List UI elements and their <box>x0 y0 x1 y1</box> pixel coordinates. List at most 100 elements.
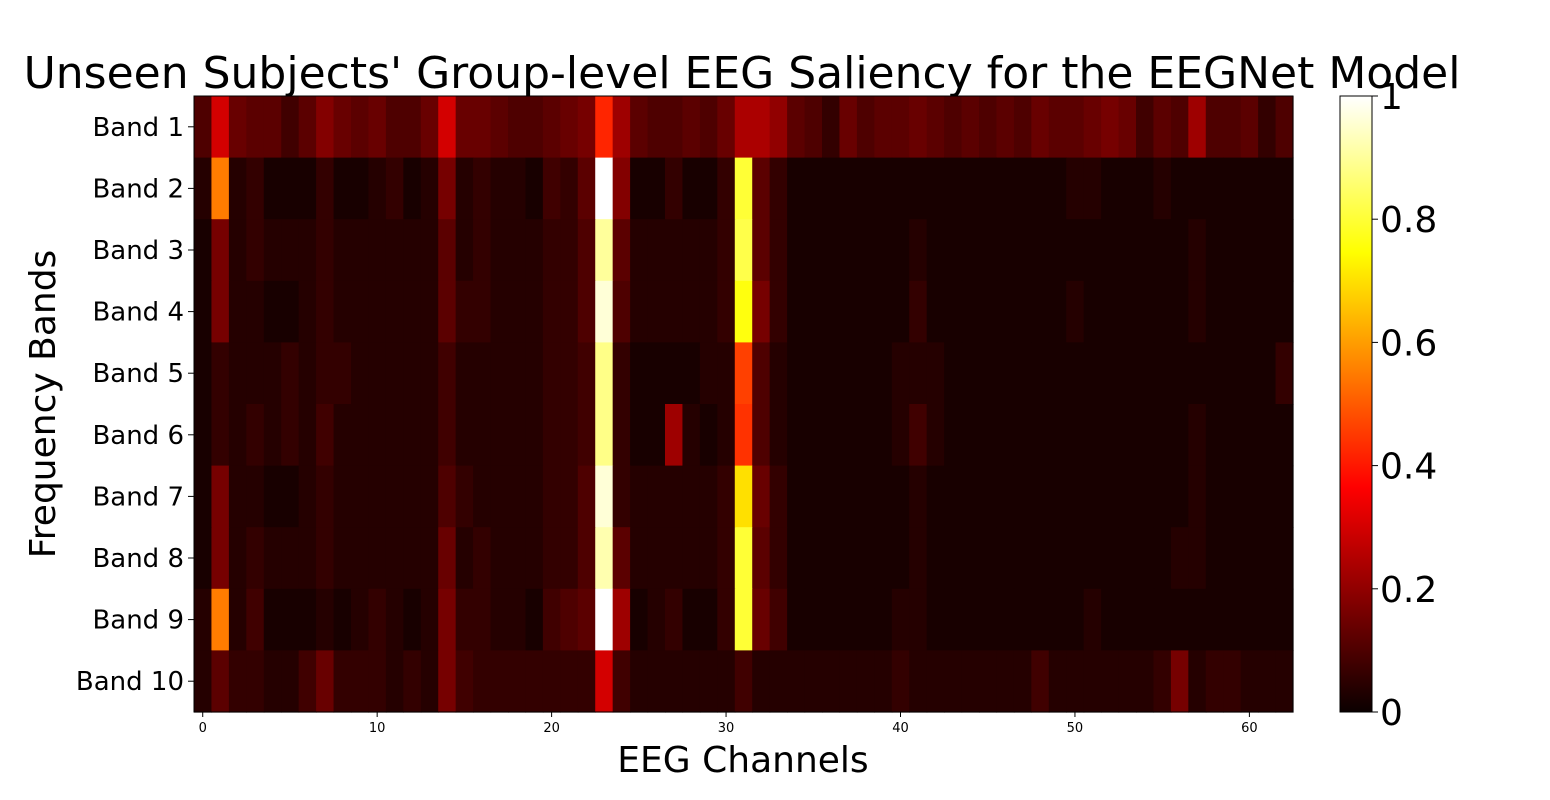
heatmap-cell <box>612 280 631 343</box>
heatmap-cell <box>1013 588 1032 651</box>
heatmap-cell <box>996 404 1015 467</box>
heatmap-cell <box>1258 465 1277 528</box>
heatmap-cell <box>1205 650 1224 713</box>
heatmap-cell <box>699 342 718 405</box>
heatmap-cell <box>263 342 282 405</box>
heatmap-cell <box>630 650 649 713</box>
heatmap-cell <box>473 219 492 282</box>
heatmap-cell <box>1240 219 1259 282</box>
heatmap-cell <box>403 404 422 467</box>
heatmap-cell <box>996 650 1015 713</box>
heatmap-cell <box>665 465 684 528</box>
heatmap-cell <box>804 465 823 528</box>
heatmap-cell <box>1205 588 1224 651</box>
heatmap-cell <box>455 342 474 405</box>
heatmap-cell <box>769 404 788 467</box>
heatmap-cell <box>1083 157 1102 220</box>
heatmap-cell <box>874 527 893 590</box>
heatmap-cell <box>281 219 300 282</box>
heatmap-cell <box>630 96 649 159</box>
heatmap-cell <box>1066 527 1085 590</box>
heatmap-cell <box>1066 96 1085 159</box>
heatmap-cell <box>891 342 910 405</box>
heatmap-cell <box>298 96 317 159</box>
heatmap-cell <box>822 96 841 159</box>
heatmap-cell <box>926 404 945 467</box>
heatmap-cell <box>1275 650 1294 713</box>
heatmap-cell <box>1118 465 1137 528</box>
heatmap-cell <box>473 650 492 713</box>
heatmap-cell <box>508 219 527 282</box>
heatmap-cell <box>822 404 841 467</box>
heatmap-cell <box>595 342 614 405</box>
heatmap-cell <box>1258 527 1277 590</box>
y-tick-label: Band 4 <box>92 298 184 328</box>
heatmap-cell <box>194 96 213 159</box>
heatmap-cell <box>647 157 666 220</box>
heatmap-cell <box>612 96 631 159</box>
heatmap-cell <box>734 342 753 405</box>
heatmap-cell <box>298 219 317 282</box>
heatmap-cell <box>333 527 352 590</box>
heatmap-cell <box>682 465 701 528</box>
heatmap-cell <box>420 404 439 467</box>
heatmap-cell <box>403 527 422 590</box>
heatmap-cell <box>228 465 247 528</box>
heatmap-cell <box>769 588 788 651</box>
heatmap-cell <box>1240 342 1259 405</box>
heatmap-cell <box>682 650 701 713</box>
heatmap-cell <box>909 650 928 713</box>
heatmap-cell <box>333 465 352 528</box>
heatmap-cell <box>1153 219 1172 282</box>
heatmap-cell <box>909 527 928 590</box>
heatmap-cell <box>455 527 474 590</box>
heatmap-cell <box>874 96 893 159</box>
heatmap-cell <box>333 157 352 220</box>
heatmap-cell <box>1013 650 1032 713</box>
heatmap-cell <box>438 96 457 159</box>
heatmap-cell <box>961 465 980 528</box>
heatmap-cell <box>211 96 230 159</box>
heatmap-cell <box>542 280 561 343</box>
heatmap-cell <box>699 280 718 343</box>
heatmap-cell <box>665 280 684 343</box>
heatmap-cell <box>1153 342 1172 405</box>
heatmap-cell <box>874 342 893 405</box>
heatmap-cell <box>699 96 718 159</box>
heatmap-cell <box>787 157 806 220</box>
heatmap-cell <box>490 527 509 590</box>
y-tick-label: Band 8 <box>92 544 184 574</box>
heatmap-cell <box>769 465 788 528</box>
heatmap-cell <box>874 588 893 651</box>
heatmap-cell <box>577 280 596 343</box>
heatmap-cell <box>211 280 230 343</box>
heatmap-cell <box>438 588 457 651</box>
heatmap-cell <box>455 280 474 343</box>
heatmap-cell <box>699 527 718 590</box>
heatmap-cell <box>1258 588 1277 651</box>
heatmap-cell <box>246 465 265 528</box>
heatmap-cell <box>1048 219 1067 282</box>
heatmap-cell <box>822 280 841 343</box>
heatmap-cell <box>752 588 771 651</box>
colorbar-ticks: 0 0.2 0.4 0.6 0.8 1 <box>1372 77 1437 734</box>
heatmap-cell <box>839 342 858 405</box>
heatmap-cell <box>1118 280 1137 343</box>
heatmap-cell <box>577 650 596 713</box>
heatmap-cell <box>1048 404 1067 467</box>
heatmap-cell <box>1205 157 1224 220</box>
heatmap-cell <box>647 280 666 343</box>
heatmap-cell <box>944 465 963 528</box>
heatmap-cell <box>665 157 684 220</box>
heatmap-cell <box>333 280 352 343</box>
heatmap-cell <box>647 650 666 713</box>
heatmap-cell <box>665 342 684 405</box>
heatmap-cell <box>891 527 910 590</box>
heatmap-cell <box>717 157 736 220</box>
heatmap-cell <box>1083 465 1102 528</box>
heatmap-cell <box>979 157 998 220</box>
heatmap-cell <box>891 280 910 343</box>
heatmap-cell <box>560 588 579 651</box>
heatmap-cell <box>665 650 684 713</box>
